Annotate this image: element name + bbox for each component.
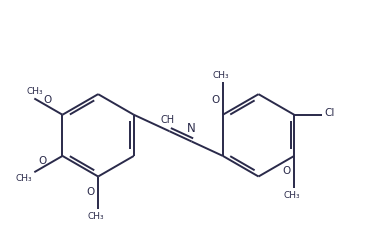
Text: CH₃: CH₃ [26,87,43,96]
Text: CH: CH [160,115,175,125]
Text: O: O [43,95,51,105]
Text: O: O [211,95,220,105]
Text: CH₃: CH₃ [212,71,229,80]
Text: CH₃: CH₃ [16,174,32,183]
Text: O: O [86,187,95,197]
Text: CH₃: CH₃ [88,212,104,221]
Text: N: N [187,122,196,135]
Text: Cl: Cl [325,108,335,118]
Text: O: O [282,166,291,176]
Text: CH₃: CH₃ [284,191,300,200]
Text: O: O [39,156,47,166]
